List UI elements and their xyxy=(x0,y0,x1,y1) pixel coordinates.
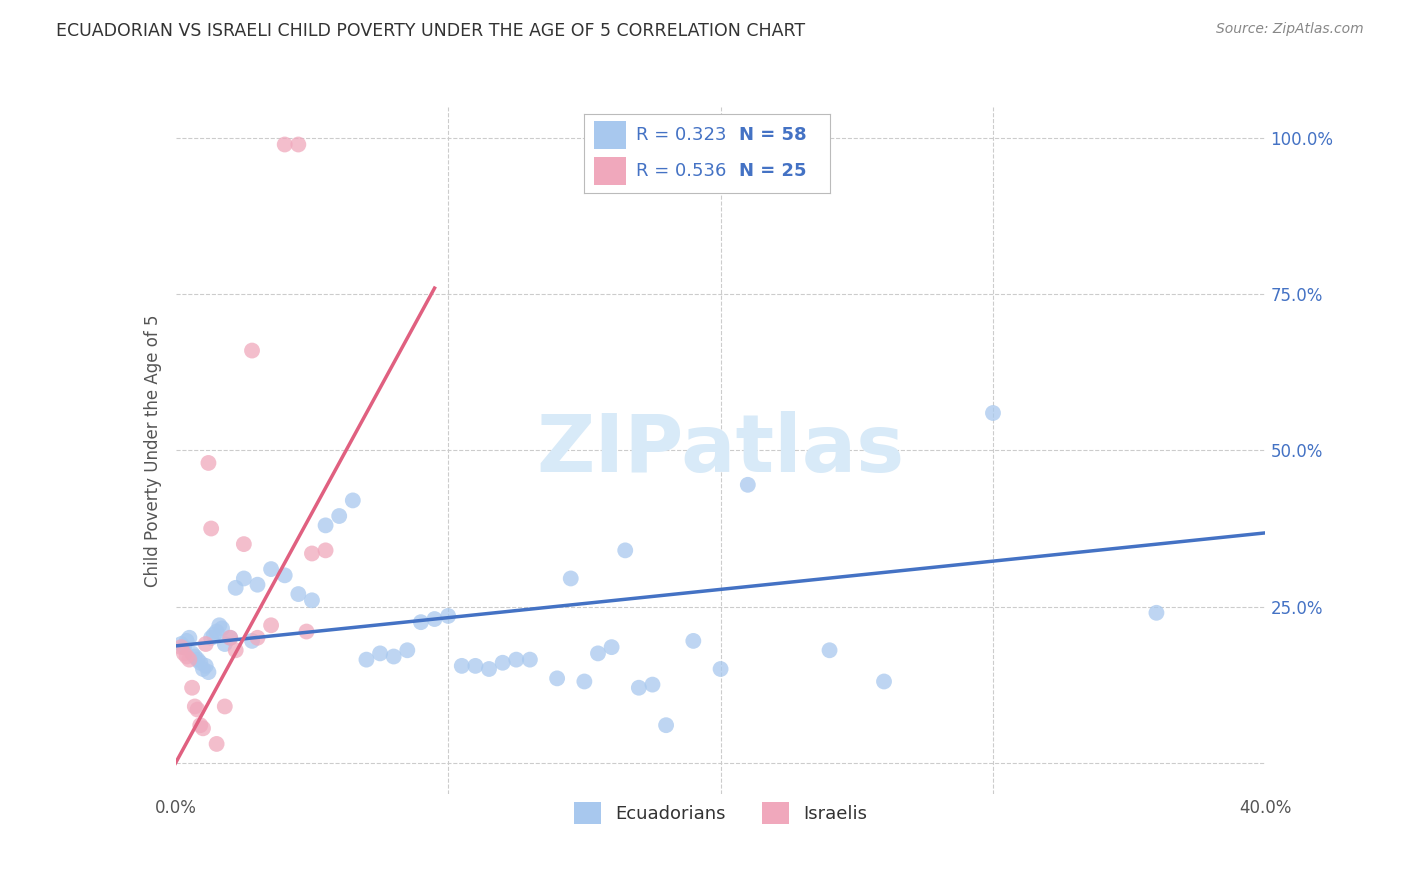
Point xyxy=(205,624,228,639)
Point xyxy=(287,137,309,152)
Point xyxy=(197,456,219,470)
Point xyxy=(356,653,378,667)
Legend: Ecuadorians, Israelis: Ecuadorians, Israelis xyxy=(565,793,876,833)
Point xyxy=(627,681,650,695)
Point xyxy=(186,653,209,667)
Text: Source: ZipAtlas.com: Source: ZipAtlas.com xyxy=(1216,22,1364,37)
Point xyxy=(179,631,201,645)
Point xyxy=(202,628,225,642)
Point xyxy=(519,653,541,667)
Point xyxy=(409,615,432,630)
Point xyxy=(328,508,350,523)
Point xyxy=(737,478,759,492)
Point xyxy=(208,618,231,632)
Point xyxy=(232,537,254,551)
Text: ZIPatlas: ZIPatlas xyxy=(537,411,904,490)
Point xyxy=(1144,606,1167,620)
Point xyxy=(382,649,405,664)
Point xyxy=(274,568,297,582)
Point xyxy=(225,581,247,595)
Point xyxy=(368,646,391,660)
Point xyxy=(641,678,664,692)
Point xyxy=(600,640,623,655)
Point xyxy=(188,656,211,670)
Point xyxy=(682,633,704,648)
Point xyxy=(260,618,283,632)
Point xyxy=(710,662,733,676)
Point xyxy=(200,521,222,535)
Point xyxy=(295,624,318,639)
Point xyxy=(191,721,214,735)
Point xyxy=(505,653,527,667)
Point xyxy=(173,646,195,660)
Point xyxy=(246,578,269,592)
Point xyxy=(873,674,896,689)
Point xyxy=(981,406,1004,420)
Point xyxy=(219,631,242,645)
Point xyxy=(194,637,217,651)
Point xyxy=(219,631,242,645)
Point xyxy=(240,633,263,648)
Y-axis label: Child Poverty Under the Age of 5: Child Poverty Under the Age of 5 xyxy=(143,314,162,587)
Point xyxy=(260,562,283,576)
Point xyxy=(211,621,233,635)
Point xyxy=(301,593,323,607)
Point xyxy=(179,653,201,667)
Point xyxy=(194,658,217,673)
Point xyxy=(423,612,446,626)
Point xyxy=(200,631,222,645)
Point xyxy=(176,633,198,648)
Point xyxy=(214,699,236,714)
Point xyxy=(225,643,247,657)
Point xyxy=(586,646,609,660)
Point xyxy=(246,631,269,645)
Point xyxy=(655,718,678,732)
Point xyxy=(186,703,209,717)
Point xyxy=(170,637,193,651)
Point xyxy=(184,649,207,664)
Point xyxy=(287,587,309,601)
Point xyxy=(315,518,337,533)
Point xyxy=(818,643,841,657)
Point xyxy=(232,571,254,585)
Point xyxy=(614,543,637,558)
Point xyxy=(173,640,195,655)
Text: ECUADORIAN VS ISRAELI CHILD POVERTY UNDER THE AGE OF 5 CORRELATION CHART: ECUADORIAN VS ISRAELI CHILD POVERTY UNDE… xyxy=(56,22,806,40)
Point xyxy=(464,658,486,673)
Point xyxy=(492,656,515,670)
Point xyxy=(478,662,501,676)
Point xyxy=(574,674,596,689)
Point xyxy=(450,658,472,673)
Point xyxy=(184,699,207,714)
Point xyxy=(315,543,337,558)
Point xyxy=(342,493,364,508)
Point xyxy=(181,646,204,660)
Point xyxy=(214,637,236,651)
Point xyxy=(188,718,211,732)
Point xyxy=(205,737,228,751)
Point xyxy=(240,343,263,358)
Point xyxy=(170,640,193,655)
Point xyxy=(396,643,419,657)
Point xyxy=(301,546,323,561)
Point xyxy=(274,137,297,152)
Point xyxy=(181,681,204,695)
Point xyxy=(197,665,219,680)
Point xyxy=(176,649,198,664)
Point xyxy=(560,571,582,585)
Point xyxy=(546,671,568,685)
Point xyxy=(437,609,460,624)
Point xyxy=(191,662,214,676)
